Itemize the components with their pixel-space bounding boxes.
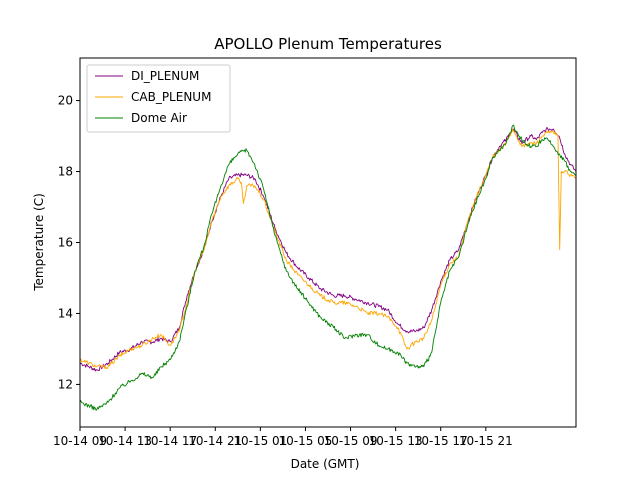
y-tick-label: 20 bbox=[58, 94, 73, 108]
legend-label: CAB_PLENUM bbox=[131, 90, 211, 104]
x-tick-label: 10-14 21 bbox=[188, 434, 242, 448]
x-tick-label: 10-14 13 bbox=[98, 434, 152, 448]
legend-label: DI_PLENUM bbox=[131, 69, 199, 83]
x-tick-label: 10-15 13 bbox=[369, 434, 423, 448]
y-tick-label: 16 bbox=[58, 236, 73, 250]
x-tick-label: 10-15 01 bbox=[233, 434, 287, 448]
y-axis-label: Temperature (C) bbox=[32, 193, 46, 292]
y-tick-label: 18 bbox=[58, 165, 73, 179]
x-tick-label: 10-14 09 bbox=[53, 434, 107, 448]
legend-box bbox=[86, 64, 231, 133]
legend-label: Dome Air bbox=[131, 111, 187, 125]
chart-title: APOLLO Plenum Temperatures bbox=[214, 35, 442, 53]
x-tick-label: 10-15 21 bbox=[459, 434, 513, 448]
x-tick-label: 10-15 09 bbox=[324, 434, 378, 448]
legend: DI_PLENUM CAB_PLENUM Dome Air bbox=[86, 64, 231, 133]
y-tick-label: 14 bbox=[58, 306, 73, 320]
y-tick-label: 12 bbox=[58, 377, 73, 391]
x-axis-label: Date (GMT) bbox=[291, 457, 360, 471]
x-tick-label: 10-15 17 bbox=[414, 434, 468, 448]
series-line-dome-air bbox=[79, 124, 577, 411]
y-axis: 12 14 16 18 20 bbox=[58, 94, 80, 391]
series-layer bbox=[79, 124, 577, 411]
x-tick-label: 10-15 05 bbox=[278, 434, 332, 448]
x-tick-label: 10-14 17 bbox=[143, 434, 197, 448]
